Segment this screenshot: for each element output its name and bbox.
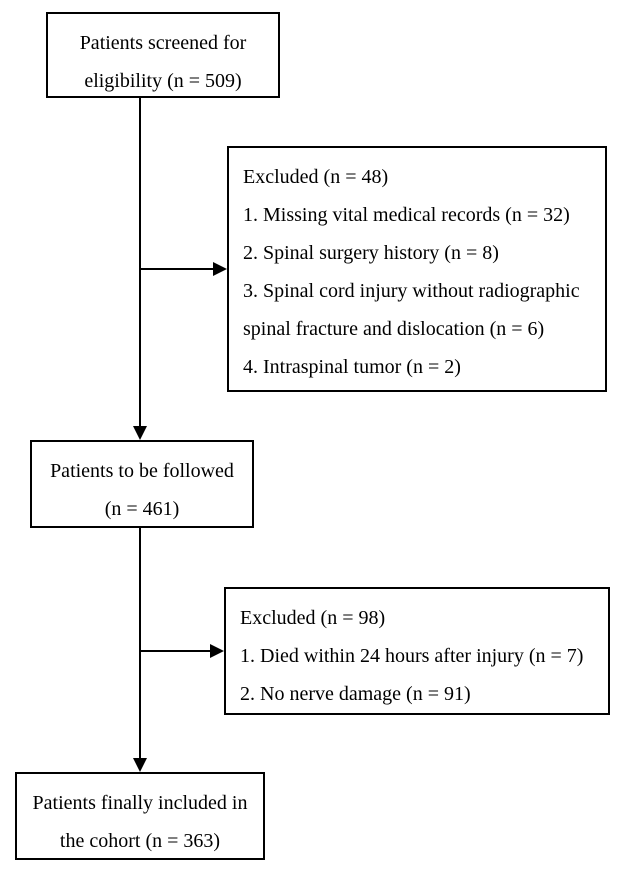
node-screened-line1: Patients screened for — [80, 32, 247, 54]
excluded1-title: Excluded (n = 48) — [243, 166, 388, 188]
node-followed: Patients to be followed (n = 461) — [30, 440, 254, 528]
excluded2-title: Excluded (n = 98) — [240, 607, 385, 629]
excluded2-item1: 1. Died within 24 hours after injury (n … — [240, 645, 583, 667]
node-final: Patients finally included in the cohort … — [15, 772, 265, 860]
excluded1-item4: 4. Intraspinal tumor (n = 2) — [243, 356, 461, 378]
excluded1-item3: 3. Spinal cord injury without radiograph… — [243, 280, 580, 302]
node-screened-line2: eligibility (n = 509) — [84, 70, 241, 92]
excluded1-item1: 1. Missing vital medical records (n = 32… — [243, 204, 570, 226]
excluded1-item2: 2. Spinal surgery history (n = 8) — [243, 242, 499, 264]
node-excluded2: Excluded (n = 98) 1. Died within 24 hour… — [224, 587, 610, 715]
node-followed-line1: Patients to be followed — [50, 460, 234, 482]
node-screened: Patients screened for eligibility (n = 5… — [46, 12, 280, 98]
node-followed-line2: (n = 461) — [105, 498, 180, 520]
node-final-line1: Patients finally included in — [33, 792, 248, 814]
node-final-line2: the cohort (n = 363) — [60, 830, 220, 852]
excluded2-item2: 2. No nerve damage (n = 91) — [240, 683, 471, 705]
node-excluded1: Excluded (n = 48) 1. Missing vital medic… — [227, 146, 607, 392]
excluded1-item3b: spinal fracture and dislocation (n = 6) — [243, 318, 544, 340]
flow-connectors — [0, 0, 622, 877]
